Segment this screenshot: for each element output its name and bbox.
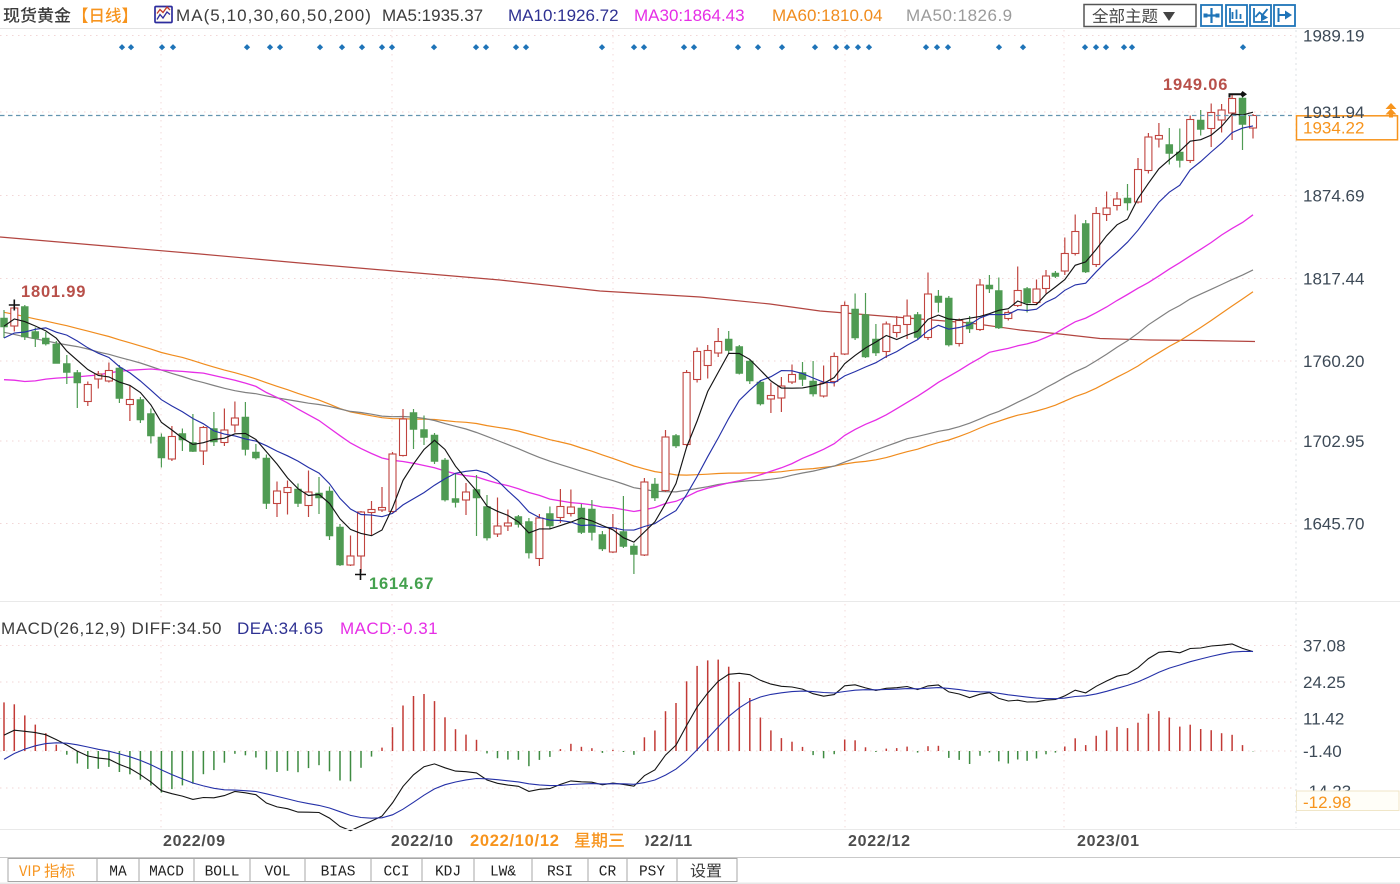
svg-text:2022/11: 2022/11 xyxy=(631,833,693,850)
svg-text:MA50:1826.9: MA50:1826.9 xyxy=(906,6,1013,25)
svg-text:1702.95: 1702.95 xyxy=(1303,432,1364,451)
svg-text:MA(5,10,30,60,50,200): MA(5,10,30,60,50,200) xyxy=(176,6,372,25)
svg-text:CCI: CCI xyxy=(383,865,409,881)
svg-text:MA: MA xyxy=(109,865,127,881)
svg-text:MA60:1810.04: MA60:1810.04 xyxy=(772,6,883,25)
svg-text:MACD(26,12,9) DIFF:34.50: MACD(26,12,9) DIFF:34.50 xyxy=(1,619,222,638)
svg-text:1801.99: 1801.99 xyxy=(21,283,86,301)
svg-text:MA30:1864.43: MA30:1864.43 xyxy=(634,6,745,25)
svg-text:1949.06: 1949.06 xyxy=(1163,76,1228,94)
svg-text:KDJ: KDJ xyxy=(435,865,461,881)
svg-text:CR: CR xyxy=(599,865,617,881)
svg-text:37.08: 37.08 xyxy=(1303,637,1346,656)
svg-text:DEA:34.65: DEA:34.65 xyxy=(237,619,324,638)
svg-text:1645.70: 1645.70 xyxy=(1303,515,1364,534)
svg-text:1614.67: 1614.67 xyxy=(369,575,434,593)
svg-text:LW&: LW& xyxy=(490,865,516,881)
svg-text:VOL: VOL xyxy=(264,865,290,881)
svg-text:1934.22: 1934.22 xyxy=(1303,119,1364,138)
svg-text:24.25: 24.25 xyxy=(1303,673,1346,692)
svg-text:MA10:1926.72: MA10:1926.72 xyxy=(508,6,619,25)
svg-text:1989.19: 1989.19 xyxy=(1303,27,1364,46)
svg-text:-1.40: -1.40 xyxy=(1303,742,1342,761)
svg-text:BIAS: BIAS xyxy=(321,865,356,881)
svg-text:-12.98: -12.98 xyxy=(1303,793,1351,812)
svg-text:11.42: 11.42 xyxy=(1303,710,1344,729)
svg-text:MA5:1935.37: MA5:1935.37 xyxy=(382,6,483,25)
svg-text:1760.20: 1760.20 xyxy=(1303,352,1364,371)
svg-text:2022/12: 2022/12 xyxy=(848,833,911,850)
svg-text:2022/09: 2022/09 xyxy=(163,833,226,850)
svg-text:2022/10: 2022/10 xyxy=(391,833,454,850)
svg-text:1817.44: 1817.44 xyxy=(1303,270,1364,289)
svg-text:1931.94: 1931.94 xyxy=(1303,103,1364,122)
svg-text:BOLL: BOLL xyxy=(205,865,240,881)
svg-text:MACD: MACD xyxy=(149,865,184,881)
svg-text:PSY: PSY xyxy=(639,865,665,881)
svg-text:2023/01: 2023/01 xyxy=(1077,833,1140,850)
svg-text:2022/10/12: 2022/10/12 xyxy=(470,832,560,850)
svg-text:MACD:-0.31: MACD:-0.31 xyxy=(340,619,438,638)
svg-text:RSI: RSI xyxy=(547,865,573,881)
svg-text:1874.69: 1874.69 xyxy=(1303,187,1364,206)
